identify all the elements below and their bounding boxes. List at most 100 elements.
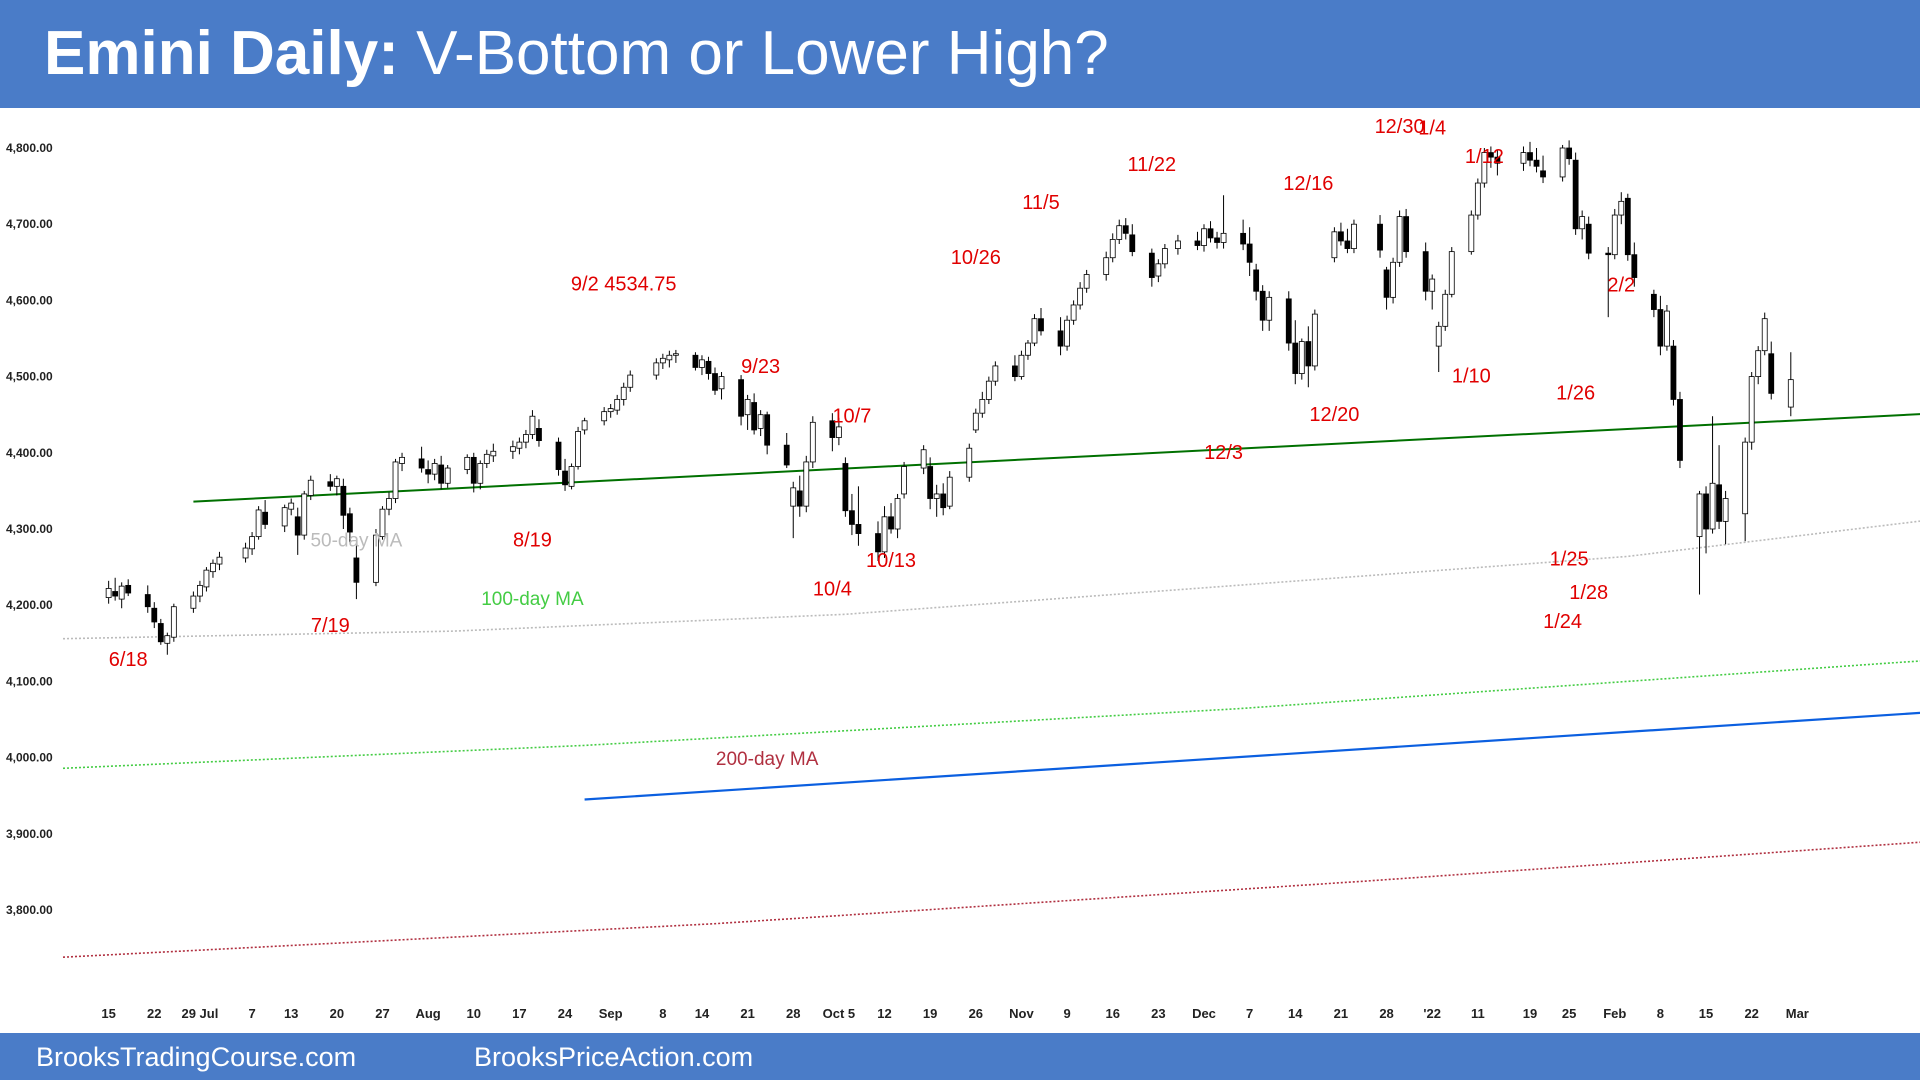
- candle-body: [842, 463, 849, 512]
- candle-body: [536, 428, 542, 442]
- y-tick-label: 4,700.00: [6, 217, 53, 231]
- candle-body: [464, 456, 471, 470]
- candle-body: [392, 461, 399, 499]
- candle-body: [1077, 287, 1084, 306]
- x-tick-label: 26: [969, 1006, 983, 1021]
- ma-label: 100-day MA: [481, 589, 584, 610]
- candle-body: [796, 490, 803, 507]
- candle-body: [1266, 296, 1273, 321]
- date-annotation: 1/12: [1465, 146, 1504, 168]
- x-tick-label: 11: [1471, 1006, 1485, 1021]
- candle-body: [516, 441, 523, 449]
- y-tick-label: 3,800.00: [6, 903, 53, 917]
- candle-body: [940, 493, 947, 509]
- candle-body: [705, 360, 712, 374]
- date-annotation: 2/2: [1607, 274, 1635, 296]
- x-tick-label: 13: [284, 1006, 298, 1021]
- date-annotation: 12/30: [1375, 116, 1425, 138]
- candle-body: [575, 431, 581, 467]
- x-tick-label: 19: [923, 1006, 937, 1021]
- x-tick-label: Aug: [415, 1006, 440, 1021]
- candle-body: [1148, 252, 1155, 278]
- candle-body: [1677, 399, 1683, 461]
- candle-body: [1722, 498, 1729, 522]
- date-annotation: 1/10: [1452, 366, 1491, 388]
- candle-body: [790, 487, 797, 507]
- date-annotation: 10/13: [866, 550, 916, 572]
- x-tick-label: 20: [330, 1006, 344, 1021]
- x-tick-label: 29 Jul: [181, 1006, 218, 1021]
- candle-body: [744, 399, 751, 416]
- x-tick-label: 22: [147, 1006, 161, 1021]
- candle-body: [620, 386, 627, 400]
- candle-body: [627, 374, 634, 388]
- candle-body: [985, 380, 992, 400]
- candle-body: [881, 516, 888, 553]
- candle-body: [1540, 170, 1546, 178]
- candle-body: [151, 607, 158, 623]
- candle-body: [373, 534, 379, 583]
- candle-body: [1605, 252, 1612, 256]
- x-tick-label: 15: [101, 1006, 115, 1021]
- candle-body: [353, 557, 360, 583]
- candlestick-chart: 4,800.00 4,700.00 4,600.00 4,500.00 4,400.00…: [6, 116, 1920, 1021]
- candle-body: [888, 516, 894, 530]
- candle-body: [1429, 278, 1436, 292]
- candle-body: [255, 509, 262, 538]
- candle-body: [855, 524, 862, 534]
- candle-body: [849, 510, 855, 525]
- candle-body: [1716, 484, 1722, 522]
- candle-body: [1520, 152, 1527, 164]
- candle-body: [203, 569, 210, 588]
- candle-body: [1572, 159, 1579, 230]
- candle-body: [346, 513, 353, 533]
- date-annotation: 10/4: [813, 578, 852, 600]
- candle-body: [933, 493, 940, 499]
- candle-body: [1624, 197, 1631, 256]
- candle-body: [1468, 214, 1475, 253]
- candle-body: [125, 584, 132, 594]
- candle-body: [118, 585, 125, 600]
- candle-body: [1487, 152, 1494, 158]
- candle-body: [112, 591, 119, 597]
- y-tick-label: 4,000.00: [6, 751, 53, 765]
- candle-body: [712, 373, 718, 391]
- candle-body: [1083, 274, 1090, 289]
- date-annotation: 12/20: [1309, 404, 1359, 426]
- candle-body: [1292, 342, 1299, 374]
- candle-body: [105, 588, 112, 598]
- candle-body: [1611, 214, 1618, 256]
- candle-body: [1070, 304, 1077, 321]
- candle-body: [281, 507, 288, 527]
- date-annotation: 12/3: [1204, 442, 1243, 464]
- x-tick-label: 15: [1699, 1006, 1713, 1021]
- candle-body: [1122, 225, 1129, 234]
- date-annotation: 11/22: [1128, 154, 1177, 176]
- x-tick-label: Dec: [1192, 1006, 1216, 1021]
- candle-body: [1435, 325, 1442, 347]
- candle-body: [483, 453, 490, 464]
- candle-body: [1057, 330, 1064, 347]
- candle-body: [835, 426, 842, 438]
- candle-body: [1396, 216, 1403, 263]
- candle-body: [288, 502, 295, 510]
- candle-body: [1696, 493, 1703, 538]
- candle-body: [386, 498, 392, 510]
- y-tick-label: 4,800.00: [6, 141, 53, 155]
- candle-body: [327, 481, 334, 487]
- x-tick-label: 16: [1105, 1006, 1119, 1021]
- candle-body: [757, 414, 764, 429]
- candle-body: [1207, 228, 1214, 239]
- candle-body: [875, 533, 881, 553]
- candle-body: [340, 485, 347, 516]
- candle-body: [1064, 319, 1070, 347]
- x-tick-label: Mar: [1786, 1006, 1809, 1021]
- date-annotation: 1/24: [1543, 611, 1582, 633]
- candle-body: [751, 402, 758, 431]
- candle-body: [1175, 240, 1181, 249]
- candle-body: [614, 399, 621, 411]
- title-rest: V-Bottom or Lower High?: [416, 19, 1109, 88]
- candle-body: [927, 466, 934, 499]
- candle-body: [1377, 223, 1383, 251]
- candle-body: [920, 449, 927, 469]
